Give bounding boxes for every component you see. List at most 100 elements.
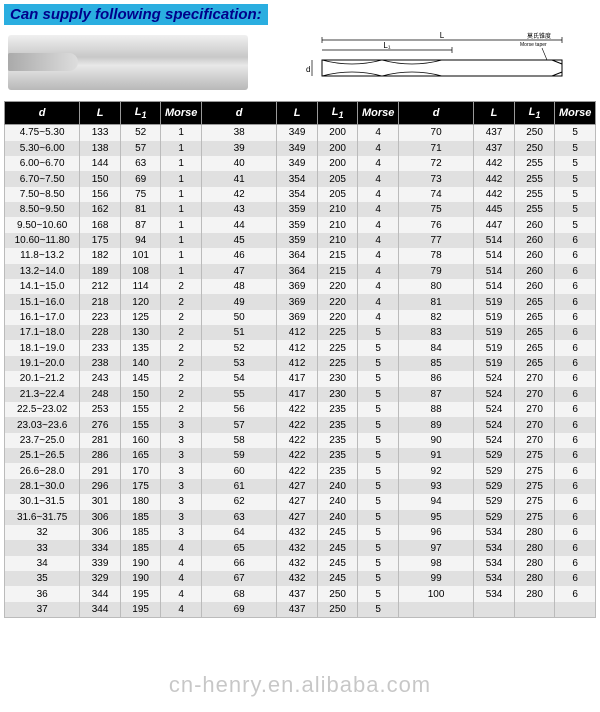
col-header-l: L bbox=[80, 102, 121, 125]
table-row: 3634419546843725051005342806 bbox=[5, 586, 596, 601]
cell: 156 bbox=[80, 187, 121, 202]
cell: 15.1~16.0 bbox=[5, 294, 80, 309]
cell: 1 bbox=[161, 233, 202, 248]
table-row: 8.50~9.50162811433592104754452555 bbox=[5, 202, 596, 217]
col-header-l1: L1 bbox=[120, 102, 161, 125]
cell: 91 bbox=[398, 448, 473, 463]
cell: 180 bbox=[120, 494, 161, 509]
cell: 422 bbox=[277, 417, 318, 432]
cell: 5 bbox=[358, 540, 399, 555]
cell: 514 bbox=[474, 248, 515, 263]
table-row: 323061853644322455965342806 bbox=[5, 525, 596, 540]
cell: 534 bbox=[474, 571, 515, 586]
cell: 44 bbox=[201, 217, 276, 232]
cell: 90 bbox=[398, 433, 473, 448]
cell: 6 bbox=[555, 294, 596, 309]
cell: 245 bbox=[317, 525, 358, 540]
cell: 265 bbox=[514, 325, 555, 340]
cell: 6 bbox=[555, 387, 596, 402]
cell: 120 bbox=[120, 294, 161, 309]
cell: 85 bbox=[398, 356, 473, 371]
table-row: 5.30~6.00138571393492004714372505 bbox=[5, 141, 596, 156]
cell: 32 bbox=[5, 525, 80, 540]
cell: 185 bbox=[120, 510, 161, 525]
cell: 5 bbox=[358, 571, 399, 586]
cell: 442 bbox=[474, 156, 515, 171]
cell: 8.50~9.50 bbox=[5, 202, 80, 217]
cell: 6 bbox=[555, 494, 596, 509]
cell: 529 bbox=[474, 479, 515, 494]
cell: 144 bbox=[80, 156, 121, 171]
cell: 296 bbox=[80, 479, 121, 494]
cell: 99 bbox=[398, 571, 473, 586]
cell: 250 bbox=[317, 602, 358, 618]
cell: 57 bbox=[201, 417, 276, 432]
cell: 185 bbox=[120, 540, 161, 555]
cell: 14.1~15.0 bbox=[5, 279, 80, 294]
cell: 349 bbox=[277, 156, 318, 171]
cell: 329 bbox=[80, 571, 121, 586]
cell: 5 bbox=[555, 156, 596, 171]
cell: 75 bbox=[398, 202, 473, 217]
cell: 306 bbox=[80, 525, 121, 540]
cell: 2 bbox=[161, 387, 202, 402]
cell: 36 bbox=[5, 586, 80, 601]
cell: 6 bbox=[555, 371, 596, 386]
cell: 168 bbox=[80, 217, 121, 232]
col-header-l: L bbox=[277, 102, 318, 125]
cell: 23.7~25.0 bbox=[5, 433, 80, 448]
cell: 243 bbox=[80, 371, 121, 386]
cell: 230 bbox=[317, 387, 358, 402]
cell: 5 bbox=[358, 402, 399, 417]
cell: 412 bbox=[277, 356, 318, 371]
cell: 534 bbox=[474, 540, 515, 555]
cell: 220 bbox=[317, 294, 358, 309]
cell: 4 bbox=[358, 217, 399, 232]
cell: 524 bbox=[474, 402, 515, 417]
cell: 5 bbox=[555, 171, 596, 186]
cell: 432 bbox=[277, 540, 318, 555]
cell: 175 bbox=[80, 233, 121, 248]
cell: 63 bbox=[120, 156, 161, 171]
cell: 46 bbox=[201, 248, 276, 263]
cell: 339 bbox=[80, 556, 121, 571]
cell: 72 bbox=[398, 156, 473, 171]
cell: 215 bbox=[317, 248, 358, 263]
cell: 20.1~21.2 bbox=[5, 371, 80, 386]
cell: 48 bbox=[201, 279, 276, 294]
cell: 412 bbox=[277, 340, 318, 355]
cell: 43 bbox=[201, 202, 276, 217]
cell: 6 bbox=[555, 233, 596, 248]
cell: 6 bbox=[555, 586, 596, 601]
cell: 74 bbox=[398, 187, 473, 202]
cell: 215 bbox=[317, 264, 358, 279]
cell: 78 bbox=[398, 248, 473, 263]
cell: 519 bbox=[474, 294, 515, 309]
cell: 5 bbox=[358, 448, 399, 463]
cell: 5.30~6.00 bbox=[5, 141, 80, 156]
cell: 93 bbox=[398, 479, 473, 494]
cell: 3 bbox=[161, 433, 202, 448]
cell: 79 bbox=[398, 264, 473, 279]
cell: 519 bbox=[474, 340, 515, 355]
cell: 437 bbox=[474, 141, 515, 156]
cell: 280 bbox=[514, 586, 555, 601]
cell: 22.5~23.02 bbox=[5, 402, 80, 417]
cell: 514 bbox=[474, 264, 515, 279]
table-row: 6.70~7.50150691413542054734422555 bbox=[5, 171, 596, 186]
cell: 59 bbox=[201, 448, 276, 463]
cell: 81 bbox=[120, 202, 161, 217]
table-row: 9.50~10.60168871443592104764472605 bbox=[5, 217, 596, 232]
col-header-l1: L1 bbox=[514, 102, 555, 125]
cell: 5 bbox=[555, 202, 596, 217]
cell: 369 bbox=[277, 294, 318, 309]
cell: 38 bbox=[201, 125, 276, 141]
cell: 432 bbox=[277, 525, 318, 540]
cell: 280 bbox=[514, 540, 555, 555]
cell: 39 bbox=[201, 141, 276, 156]
cell: 1 bbox=[161, 156, 202, 171]
spec-table-container: dLL1MorsedLL1MorsedLL1Morse 4.75~5.30133… bbox=[0, 101, 600, 618]
cell: 250 bbox=[514, 125, 555, 141]
cell: 5 bbox=[358, 463, 399, 478]
cell: 306 bbox=[80, 510, 121, 525]
